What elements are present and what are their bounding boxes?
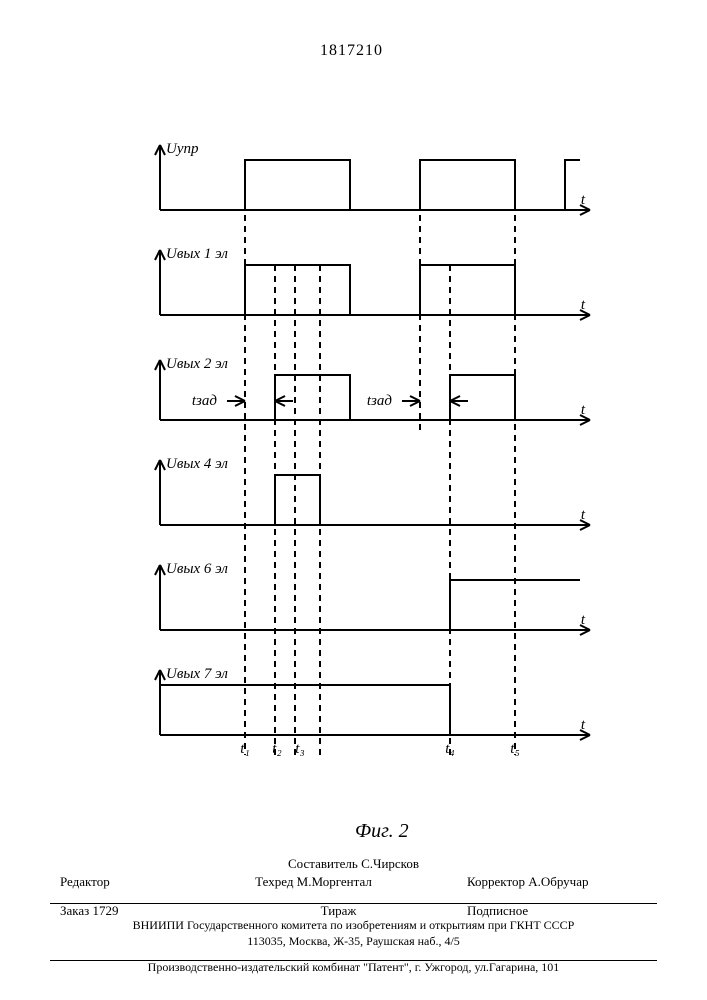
svg-text:t: t bbox=[581, 717, 586, 733]
footer-line: Производственно-издательский комбинат "П… bbox=[60, 960, 647, 975]
timing-diagram: Uупр t Uвых 1 эл t Uвых 2 эл t Uвых 4 эл t Uвых … bbox=[120, 95, 600, 815]
page: 1817210 Uупр t Uвых 1 эл t Uвых 2 эл t Uвых 4 … bbox=[0, 0, 707, 1000]
svg-text:Uвых 6 эл: Uвых 6 эл bbox=[166, 561, 228, 577]
svg-text:Uупр: Uупр bbox=[166, 141, 199, 157]
svg-text:Uвых 1 эл: Uвых 1 эл bbox=[166, 246, 228, 262]
figure-caption: Фиг. 2 bbox=[355, 820, 409, 843]
svg-text:t: t bbox=[581, 612, 586, 628]
imprint-line-2: 113035, Москва, Ж-35, Раушская наб., 4/5 bbox=[60, 934, 647, 950]
credit-corrector: Корректор А.Обручар bbox=[467, 873, 647, 891]
svg-text:t: t bbox=[581, 297, 586, 313]
svg-text:t: t bbox=[581, 192, 586, 208]
order-left: Заказ 1729 bbox=[60, 902, 210, 920]
credits-block: Составитель С.Чирсков Редактор Техред М.… bbox=[60, 855, 647, 890]
svg-text:t₁: t₁ bbox=[240, 741, 249, 757]
svg-text:t₄: t₄ bbox=[445, 741, 454, 757]
imprint-line-1: ВНИИПИ Государственного комитета по изоб… bbox=[60, 918, 647, 934]
credit-editor-label: Редактор bbox=[60, 873, 160, 891]
credit-composer: Составитель С.Чирсков bbox=[60, 855, 647, 873]
svg-text:t₂: t₂ bbox=[272, 741, 281, 757]
document-number: 1817210 bbox=[320, 42, 383, 60]
imprint-block: ВНИИПИ Государственного комитета по изоб… bbox=[60, 918, 647, 949]
svg-text:Uвых 4 эл: Uвых 4 эл bbox=[166, 456, 228, 472]
svg-text:tзад: tзад bbox=[367, 393, 393, 409]
credit-techred: Техред М.Моргентал bbox=[160, 873, 467, 891]
svg-text:t: t bbox=[581, 402, 586, 418]
svg-text:t: t bbox=[581, 507, 586, 523]
svg-text:Uвых 2 эл: Uвых 2 эл bbox=[166, 356, 228, 372]
order-mid: Тираж bbox=[210, 902, 467, 920]
svg-text:Uвых 7 эл: Uвых 7 эл bbox=[166, 666, 228, 682]
svg-text:t₅: t₅ bbox=[510, 741, 519, 757]
svg-text:t₃: t₃ bbox=[295, 741, 304, 757]
order-right: Подписное bbox=[467, 902, 647, 920]
svg-text:tзад: tзад bbox=[192, 393, 218, 409]
order-row: Заказ 1729 Тираж Подписное bbox=[60, 902, 647, 920]
